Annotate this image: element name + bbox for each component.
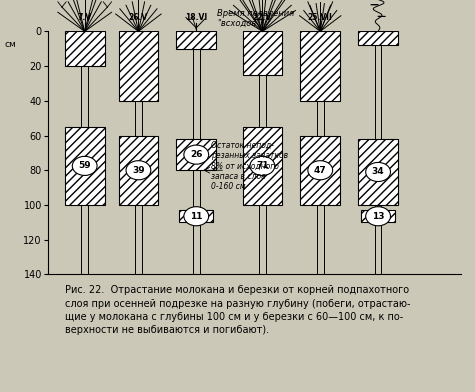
Bar (176, 31, 216, 49)
Text: 59: 59 (78, 162, 91, 171)
Bar (361, 210, 395, 222)
Bar (358, 139, 398, 205)
Bar (180, 210, 213, 222)
Ellipse shape (72, 156, 97, 176)
Text: 7.V: 7.V (77, 13, 92, 22)
Ellipse shape (184, 207, 209, 226)
Bar (300, 136, 340, 205)
Bar (358, 31, 398, 45)
Ellipse shape (366, 162, 390, 181)
Ellipse shape (184, 8, 209, 27)
Bar (65, 31, 104, 66)
Ellipse shape (250, 8, 275, 27)
Ellipse shape (250, 156, 275, 176)
Ellipse shape (366, 207, 390, 226)
Text: 25.VII: 25.VII (308, 13, 332, 22)
Bar (119, 136, 158, 205)
Text: 71: 71 (256, 162, 269, 171)
Text: 18.VI: 18.VI (185, 13, 208, 22)
Text: см: см (4, 40, 16, 49)
Ellipse shape (126, 8, 151, 27)
Text: 22.V: 22.V (253, 13, 272, 22)
Bar (119, 31, 158, 101)
Text: Рис. 22.  Отрастание молокана и березки от корней подпахотного
слоя при осенней : Рис. 22. Отрастание молокана и березки о… (65, 285, 410, 335)
Ellipse shape (308, 8, 332, 27)
Text: Время появления
"всходов": Время появления "всходов" (217, 9, 294, 28)
Text: 26: 26 (190, 150, 202, 159)
Text: 34: 34 (372, 167, 384, 176)
Text: 39: 39 (132, 166, 145, 175)
Text: 11: 11 (190, 212, 202, 221)
Text: 13: 13 (372, 212, 384, 221)
Text: Остаток непод-
резанных зачатков
8% от исходного
запаса в слое
0-160 см: Остаток непод- резанных зачатков 8% от и… (211, 141, 288, 191)
Text: 26.V: 26.V (129, 13, 148, 22)
Ellipse shape (72, 8, 97, 27)
Bar (300, 31, 340, 101)
Ellipse shape (184, 145, 209, 164)
Bar (243, 31, 282, 75)
Ellipse shape (126, 161, 151, 180)
Bar (65, 127, 104, 205)
Text: 47: 47 (314, 166, 327, 175)
Bar (176, 139, 216, 170)
Ellipse shape (308, 161, 332, 180)
Bar (243, 127, 282, 205)
